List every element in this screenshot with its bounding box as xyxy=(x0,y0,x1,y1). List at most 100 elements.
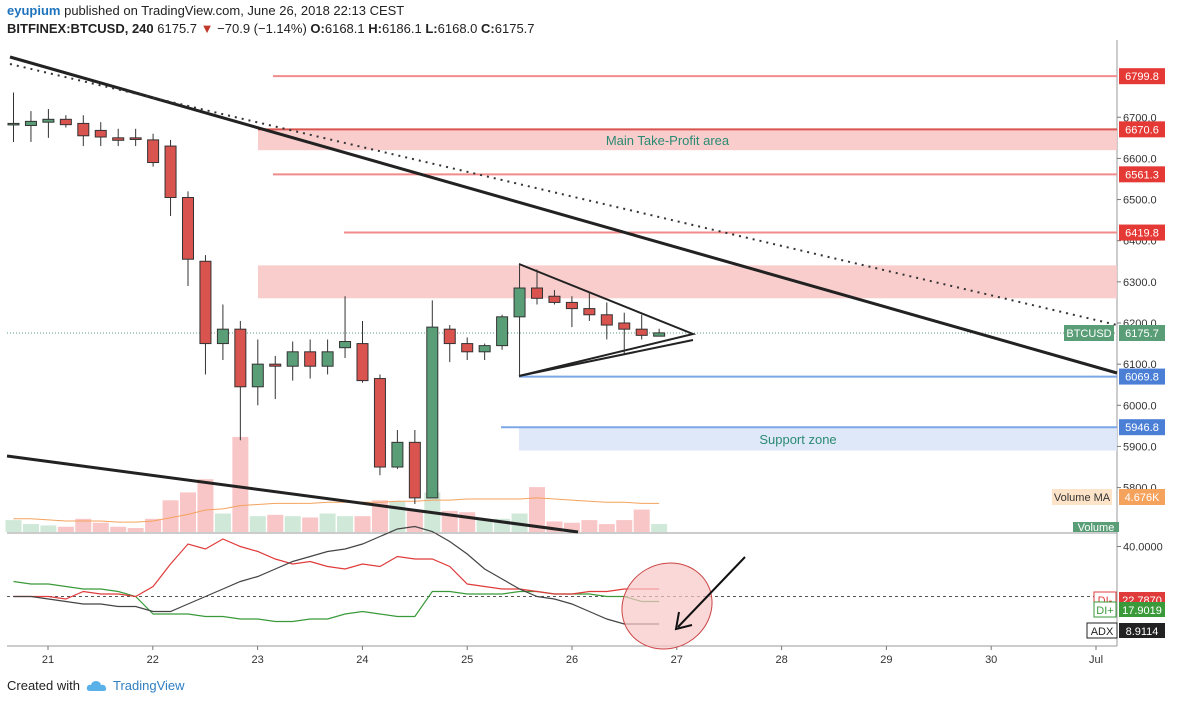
volume-bar xyxy=(598,524,615,532)
price-level-label: 6670.6 xyxy=(1125,124,1159,136)
indicator-name: DI+ xyxy=(1096,605,1113,617)
price-level-label: 5946.8 xyxy=(1125,422,1159,434)
down-arrow-icon: ▼ xyxy=(200,21,214,36)
volume-bar xyxy=(651,524,668,532)
volume-bar xyxy=(563,522,580,532)
volume-ma-value: 4.676K xyxy=(1125,492,1161,504)
candle-body xyxy=(216,328,229,345)
open-value: 6168.1 xyxy=(324,21,365,36)
price-level-label: 6799.8 xyxy=(1125,71,1159,83)
candle-body xyxy=(147,139,160,164)
candle-body xyxy=(583,308,596,316)
candle-body xyxy=(59,118,72,126)
price-level-badge xyxy=(1119,419,1165,436)
candle-body xyxy=(7,122,20,126)
candle-body xyxy=(531,287,543,299)
zone-label: Main Take-Profit area xyxy=(606,133,730,148)
created-with-label: Created with xyxy=(7,678,80,693)
volume-bar xyxy=(581,520,598,532)
volume-bar xyxy=(214,513,231,532)
symbol-badge-label: BTCUSD xyxy=(1066,328,1111,340)
volume-bar xyxy=(406,510,423,532)
volume-bar xyxy=(337,516,354,532)
last-price-label: 6175.7 xyxy=(1125,328,1159,340)
low-value: 6168.0 xyxy=(437,21,478,36)
candle-body xyxy=(600,314,613,326)
volume-bar xyxy=(371,500,388,532)
price-level-label: 6419.8 xyxy=(1125,228,1159,240)
candle-body xyxy=(269,363,282,367)
x-tick-label: 21 xyxy=(42,654,54,666)
indicator-name: ADX xyxy=(1091,626,1114,638)
y-tick-label: 6300.0 xyxy=(1123,277,1157,289)
x-tick-label: 29 xyxy=(880,654,892,666)
close-label: C: xyxy=(481,21,495,36)
last-price-badge xyxy=(1119,324,1165,341)
y-tick-label: 6000.0 xyxy=(1123,400,1157,412)
candle-body xyxy=(304,351,317,367)
volume-bar xyxy=(57,526,74,532)
price-level-label: 6561.3 xyxy=(1125,169,1159,181)
volume-bar xyxy=(92,522,109,532)
published-info: published on TradingView.com, June 26, 2… xyxy=(64,3,405,18)
indicator-name-badge xyxy=(1086,622,1118,639)
annotation-ellipse xyxy=(621,562,713,650)
indicator-value-badge xyxy=(1119,602,1165,617)
candle-body xyxy=(129,137,142,140)
ohlc-line: BITFINEX:BTCUSD, 240 6175.7 ▼ −70.9 (−1.… xyxy=(7,21,535,36)
y-tick-label: 6700.0 xyxy=(1123,112,1157,124)
symbol-badge xyxy=(1064,324,1114,341)
volume-ma-badge xyxy=(1052,489,1112,505)
candle-body xyxy=(321,351,334,367)
candle-body xyxy=(391,441,404,468)
zone-rect xyxy=(519,427,1117,451)
candle-body xyxy=(513,287,526,318)
candle-body xyxy=(478,345,491,353)
x-tick-label: 28 xyxy=(775,654,787,666)
triangle-pattern xyxy=(518,263,697,377)
volume-bar xyxy=(354,516,371,532)
symbol-label: BITFINEX:BTCUSD, 240 xyxy=(7,21,154,36)
lower-trendline xyxy=(6,454,579,534)
volume-bar xyxy=(284,516,301,532)
candle-body xyxy=(653,332,666,337)
zone-rect xyxy=(258,129,1117,151)
volume-bar xyxy=(75,518,92,532)
volume-bar xyxy=(633,509,650,532)
candle-body xyxy=(635,328,648,336)
indicator-name-badge xyxy=(1093,601,1117,618)
x-tick-label: 27 xyxy=(671,654,683,666)
annotation-arrow xyxy=(677,556,746,628)
candle-body xyxy=(426,326,439,499)
publisher-line: eyupium published on TradingView.com, Ju… xyxy=(7,3,404,18)
tradingview-link[interactable]: TradingView xyxy=(86,678,185,693)
indicator-tick-label: 40.0000 xyxy=(1123,542,1163,554)
footer: Created with TradingView xyxy=(7,678,185,693)
candle-body xyxy=(94,129,107,138)
zone-rect xyxy=(258,265,1117,299)
volume-bar xyxy=(267,514,284,532)
publisher-username[interactable]: eyupium xyxy=(7,3,61,18)
candle-body xyxy=(182,196,194,260)
volume-bar xyxy=(110,526,127,532)
descending-trendline xyxy=(9,55,1118,375)
candle-body xyxy=(199,260,212,345)
volume-bar xyxy=(616,520,633,532)
low-label: L: xyxy=(425,21,438,36)
volume-bar xyxy=(302,517,319,532)
indicator-value: 17.9019 xyxy=(1122,605,1162,617)
candle-body xyxy=(286,351,299,367)
price-level-badge xyxy=(1119,166,1165,183)
volume-bar xyxy=(232,436,249,532)
price-level-badge xyxy=(1119,68,1165,85)
y-tick-label: 6100.0 xyxy=(1123,359,1157,371)
price-level-badge xyxy=(1119,121,1165,138)
triangle-lower-line xyxy=(518,339,694,377)
volume-badge xyxy=(1073,522,1119,532)
candle-body xyxy=(548,295,561,303)
x-tick-label: 25 xyxy=(461,654,473,666)
volume-ma-name: Volume MA xyxy=(1054,492,1111,504)
volume-bar xyxy=(249,516,266,532)
candle-body xyxy=(42,118,55,123)
